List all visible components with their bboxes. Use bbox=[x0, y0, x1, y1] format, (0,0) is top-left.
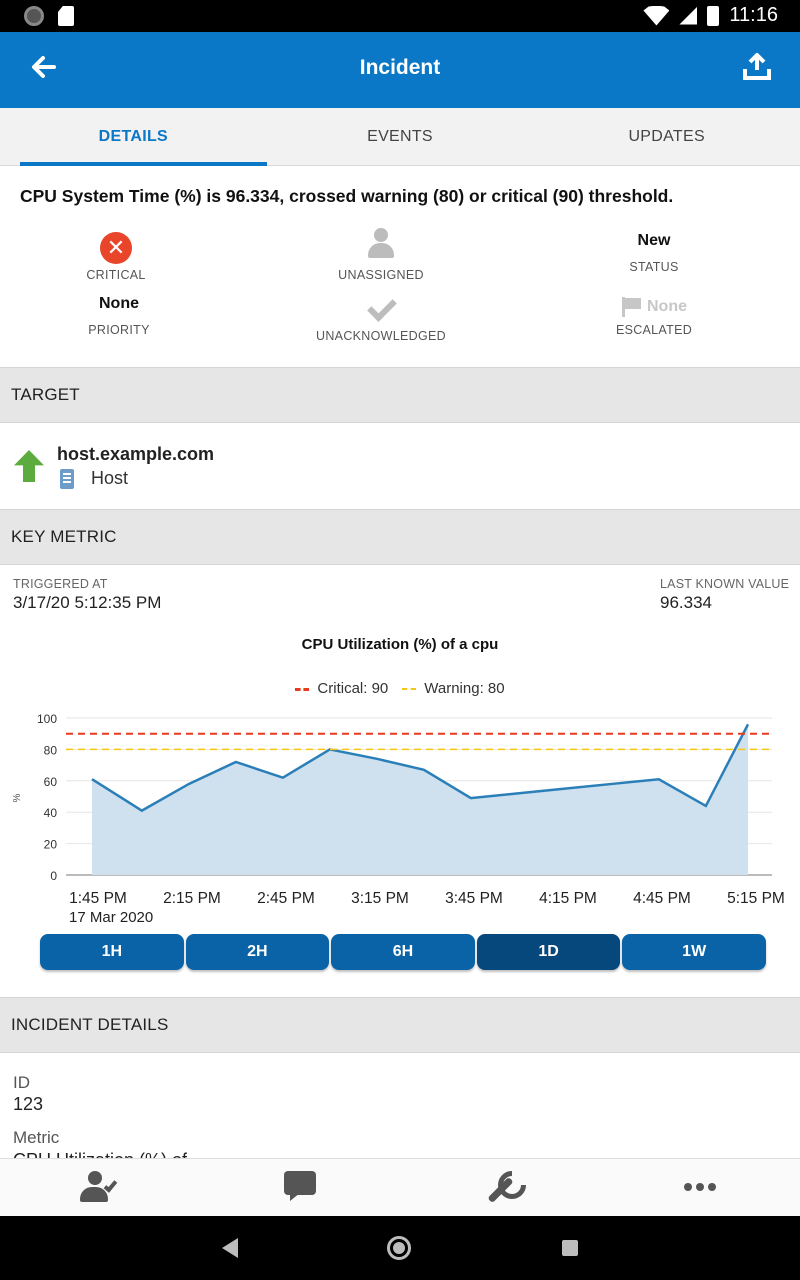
tab-details[interactable]: DETAILS bbox=[0, 108, 267, 166]
range-1d-button[interactable]: 1D bbox=[476, 934, 621, 970]
x-date-label: 17 Mar 2020 bbox=[69, 909, 153, 926]
priority-caption: PRIORITY bbox=[88, 323, 150, 337]
arrow-up-icon bbox=[14, 450, 44, 482]
assign-button[interactable] bbox=[0, 1159, 200, 1216]
check-icon bbox=[366, 292, 396, 322]
chart-title: CPU Utilization (%) of a cpu bbox=[301, 636, 499, 653]
x-tick-label: 2:15 PM bbox=[163, 890, 221, 907]
priority-field[interactable]: None PRIORITY bbox=[0, 289, 249, 337]
back-button[interactable] bbox=[28, 52, 58, 82]
x-tick-label: 4:45 PM bbox=[633, 890, 691, 907]
y-tick-label: 60 bbox=[44, 775, 58, 789]
chart-legend: Critical: 90 Warning: 80 bbox=[0, 680, 800, 697]
incident-details-section-header: INCIDENT DETAILS bbox=[0, 997, 800, 1053]
system-home-icon[interactable] bbox=[387, 1236, 411, 1260]
chat-icon bbox=[284, 1171, 316, 1201]
x-tick-label: 1:45 PM bbox=[69, 890, 127, 907]
target-row[interactable]: host.example.com bbox=[0, 424, 800, 510]
system-nav-bar bbox=[0, 1216, 800, 1280]
metric-label: Metric bbox=[13, 1128, 60, 1147]
more-icon bbox=[684, 1183, 716, 1191]
last-value: 96.334 bbox=[660, 593, 712, 612]
tab-updates[interactable]: UPDATES bbox=[628, 128, 705, 145]
flag-icon bbox=[621, 297, 641, 317]
more-button[interactable] bbox=[600, 1159, 800, 1216]
x-tick-label: 2:45 PM bbox=[257, 890, 315, 907]
range-1w-button[interactable]: 1W bbox=[622, 934, 766, 970]
notification-dot-icon bbox=[24, 6, 44, 26]
tab-bar: DETAILS EVENTS UPDATES bbox=[0, 108, 800, 166]
range-6h-button[interactable]: 6H bbox=[331, 934, 475, 970]
severity-field[interactable]: ✕ CRITICAL bbox=[0, 230, 246, 282]
cpu-utilization-chart: 0 20 40 60 80 100% 1:45 PM 2:15 PM 2:45 PM 3:15 P… bbox=[12, 712, 785, 926]
time-range-selector: 1H 2H 6H 1D 1W bbox=[40, 934, 766, 970]
escalated-value: None bbox=[647, 298, 687, 315]
severity-label: CRITICAL bbox=[86, 268, 146, 282]
clock: 11:16 bbox=[729, 4, 778, 26]
ack-label: UNACKNOWLEDGED bbox=[316, 329, 446, 343]
bottom-nav bbox=[0, 1158, 800, 1216]
upload-icon bbox=[743, 53, 771, 80]
share-button[interactable] bbox=[742, 52, 772, 82]
sd-card-icon bbox=[58, 6, 74, 26]
acknowledge-field[interactable]: UNACKNOWLEDGED bbox=[251, 292, 511, 343]
y-axis-label: % bbox=[12, 793, 23, 802]
legend-warning[interactable]: Warning: 80 bbox=[402, 680, 505, 697]
wrench-icon bbox=[484, 1171, 516, 1203]
x-tick-label: 3:45 PM bbox=[445, 890, 503, 907]
tab-events[interactable]: EVENTS bbox=[367, 128, 433, 145]
x-tick-label: 5:15 PM bbox=[727, 890, 785, 907]
system-back-icon[interactable] bbox=[222, 1238, 238, 1258]
target-section-header: TARGET bbox=[0, 367, 800, 423]
page-title: Incident bbox=[359, 56, 441, 79]
host-name: host.example.com bbox=[57, 444, 215, 464]
user-check-icon bbox=[80, 1171, 120, 1203]
triggered-value: 3/17/20 5:12:35 PM bbox=[13, 593, 162, 612]
app-bar: Incident bbox=[0, 32, 800, 108]
range-1h-button[interactable]: 1H bbox=[40, 934, 184, 970]
system-recents-icon[interactable] bbox=[562, 1240, 578, 1256]
x-tick-label: 3:15 PM bbox=[351, 890, 409, 907]
y-tick-label: 0 bbox=[50, 869, 57, 883]
cell-signal-icon bbox=[679, 6, 698, 25]
id-label: ID bbox=[13, 1073, 30, 1092]
x-tick-label: 4:15 PM bbox=[539, 890, 597, 907]
host-type: Host bbox=[91, 468, 129, 488]
series-area bbox=[92, 724, 748, 875]
server-icon bbox=[60, 469, 74, 489]
escalated-field[interactable]: None ESCALATED bbox=[524, 289, 784, 337]
arrow-left-icon bbox=[32, 56, 56, 78]
y-tick-label: 100 bbox=[37, 712, 57, 726]
key-metric-section-header: KEY METRIC bbox=[0, 509, 800, 565]
actions-button[interactable] bbox=[400, 1159, 600, 1216]
battery-icon bbox=[707, 5, 720, 26]
status-caption: STATUS bbox=[629, 260, 679, 274]
status-value: New bbox=[637, 232, 671, 249]
incident-summary: CPU System Time (%) is 96.334, crossed w… bbox=[20, 186, 674, 206]
assignee-label: UNASSIGNED bbox=[338, 268, 424, 282]
status-bar: 11:16 bbox=[0, 0, 800, 32]
legend-warning-label: Warning: 80 bbox=[424, 680, 505, 697]
wifi-icon bbox=[643, 5, 670, 26]
person-icon bbox=[366, 228, 396, 260]
y-tick-label: 80 bbox=[44, 743, 58, 757]
assignee-field[interactable]: UNASSIGNED bbox=[251, 228, 511, 282]
triggered-label: TRIGGERED AT bbox=[13, 577, 108, 591]
legend-critical-label: Critical: 90 bbox=[317, 680, 389, 697]
critical-icon: ✕ bbox=[100, 232, 132, 264]
escalated-caption: ESCALATED bbox=[615, 323, 693, 337]
y-tick-label: 20 bbox=[44, 838, 58, 852]
y-tick-label: 40 bbox=[44, 806, 58, 820]
comment-button[interactable] bbox=[200, 1159, 400, 1216]
range-2h-button[interactable]: 2H bbox=[185, 934, 330, 970]
last-value-label: LAST KNOWN VALUE bbox=[660, 577, 790, 591]
priority-value: None bbox=[99, 295, 139, 312]
metric-value: CPU Utilization (%) of bbox=[13, 1150, 187, 1158]
id-value: 123 bbox=[13, 1094, 44, 1114]
status-field[interactable]: New STATUS bbox=[524, 226, 784, 274]
legend-critical[interactable]: Critical: 90 bbox=[295, 680, 388, 697]
